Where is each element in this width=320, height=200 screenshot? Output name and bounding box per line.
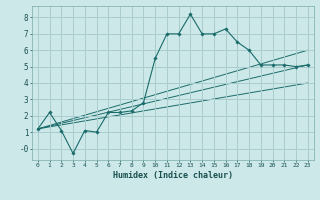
X-axis label: Humidex (Indice chaleur): Humidex (Indice chaleur) — [113, 171, 233, 180]
